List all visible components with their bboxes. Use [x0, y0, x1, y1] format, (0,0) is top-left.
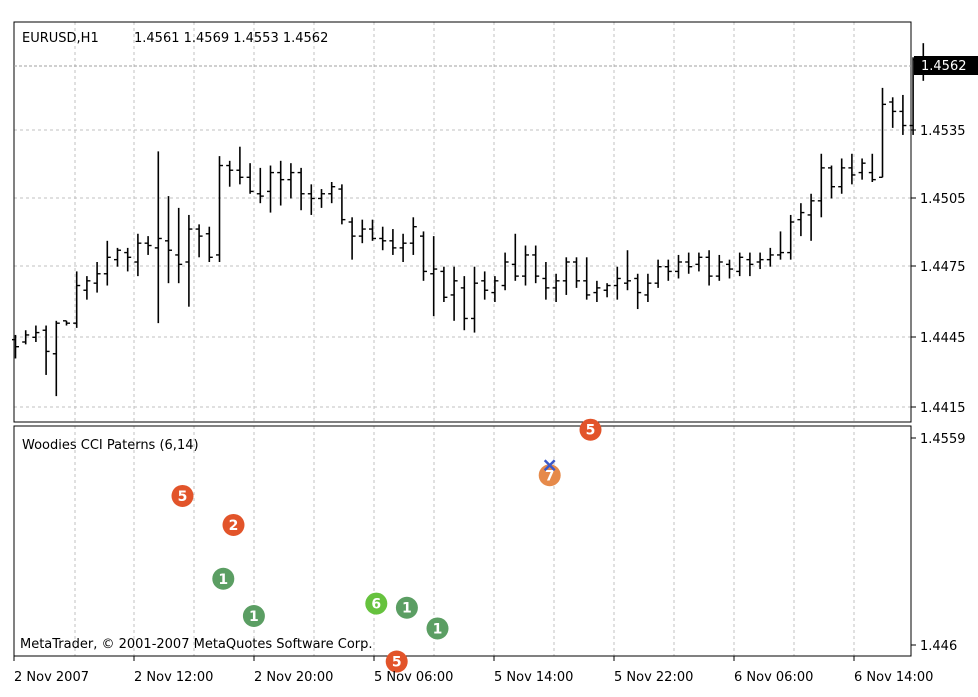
pattern-marker: [395, 596, 418, 619]
main-pane[interactable]: [13, 21, 912, 423]
pattern-marker-label: 1: [433, 621, 443, 637]
pattern-marker-label: 5: [392, 655, 402, 671]
time-label: 5 Nov 14:00: [494, 670, 573, 685]
pattern-marker: [242, 605, 265, 628]
indicator-pane[interactable]: [13, 425, 912, 657]
symbol-label: EURUSD,H1: [22, 31, 99, 46]
time-label: 5 Nov 22:00: [614, 670, 693, 685]
pattern-marker: [579, 418, 602, 441]
pattern-marker-label: 1: [402, 601, 412, 617]
price-bars: [12, 43, 927, 397]
indicator-scale-top: 1.4559: [920, 432, 966, 447]
pattern-marker: [538, 464, 561, 487]
time-label: 6 Nov 14:00: [854, 670, 933, 685]
x-mark: [543, 459, 556, 472]
pattern-marker-label: 1: [218, 572, 228, 588]
time-label: 2 Nov 2007: [14, 670, 89, 685]
price-tick-label: 1.4445: [920, 331, 966, 346]
copyright-text: MetaTrader, © 2001-2007 MetaQuotes Softw…: [20, 637, 373, 652]
pattern-marker: [365, 592, 388, 615]
pattern-marker-label: 1: [249, 609, 259, 625]
ohlc-readout: 1.4561 1.4569 1.4553 1.4562: [134, 31, 328, 46]
pattern-marker-label: 5: [178, 489, 188, 505]
pattern-marker-label: 6: [371, 597, 381, 613]
indicator-scale-bottom: 1.446: [920, 639, 957, 654]
pattern-marker: [426, 617, 449, 640]
price-axis: 1.4535 1.4505 1.4475 1.4445 1.4415: [911, 124, 966, 416]
time-axis: 2 Nov 2007 2 Nov 12:00 2 Nov 20:00 5 Nov…: [13, 656, 933, 685]
price-tick-label: 1.4475: [920, 260, 966, 275]
pattern-marker: [222, 513, 245, 536]
time-label: 2 Nov 12:00: [134, 670, 213, 685]
pattern-marker-label: 7: [545, 468, 555, 484]
pattern-marker: [385, 650, 408, 673]
price-tick-label: 1.4505: [920, 192, 966, 207]
price-tick-label: 1.4535: [920, 124, 966, 139]
pattern-marker: [212, 567, 235, 590]
current-price-tag: [914, 56, 978, 75]
time-label: 5 Nov 06:00: [374, 670, 453, 685]
pattern-marker-label: 2: [229, 518, 239, 534]
price-tick-label: 1.4415: [920, 401, 966, 416]
indicator-title: Woodies CCI Paterns (6,14): [22, 438, 199, 453]
time-label: 2 Nov 20:00: [254, 670, 333, 685]
pattern-marker: [171, 484, 194, 507]
current-price-label: 1.4562: [921, 59, 967, 74]
pattern-marker-label: 5: [586, 423, 596, 439]
time-label: 6 Nov 06:00: [734, 670, 813, 685]
